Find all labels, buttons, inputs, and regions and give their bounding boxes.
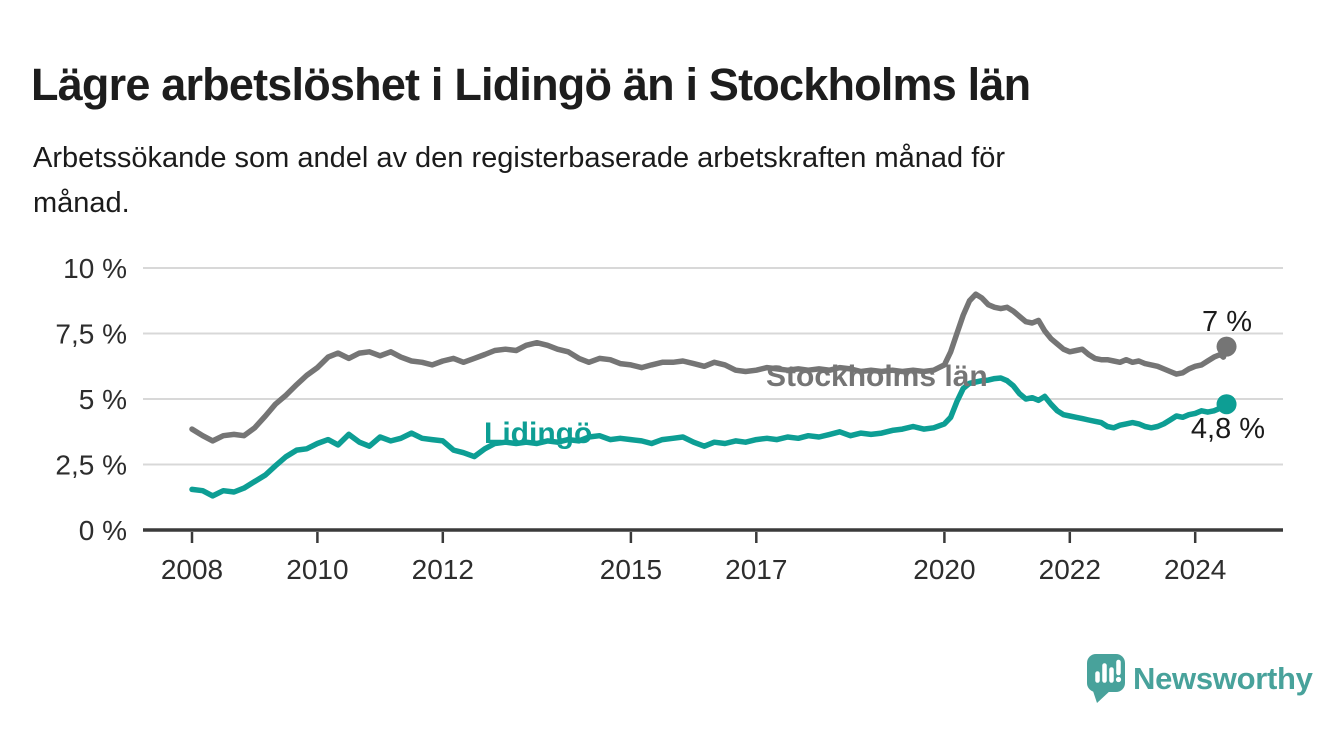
x-tick-label: 2022 bbox=[1039, 554, 1101, 585]
subtitle-line-1: Arbetssökande som andel av den registerb… bbox=[33, 142, 1006, 174]
series-line-1 bbox=[189, 375, 1230, 499]
series-line-0 bbox=[189, 291, 1230, 444]
series-label-lidingo: Lidingö bbox=[484, 417, 593, 450]
y-tick-label: 5 % bbox=[79, 384, 127, 415]
x-tick-label: 2015 bbox=[600, 554, 662, 585]
series-end-dot-0 bbox=[1216, 336, 1237, 357]
latest-value-label-stockholms-lan: 7 % bbox=[1202, 306, 1252, 338]
x-tick-label: 2010 bbox=[286, 554, 348, 585]
newsworthy-wordmark: Newsworthy bbox=[1133, 661, 1313, 696]
y-tick-label: 7,5 % bbox=[55, 319, 127, 350]
latest-value-label-lidingo: 4,8 % bbox=[1190, 413, 1266, 445]
x-tick-label: 2012 bbox=[412, 554, 474, 585]
series-label-stockholms-lan: Stockholms län bbox=[766, 360, 988, 393]
y-tick-label: 10 % bbox=[63, 253, 127, 284]
x-tick-label: 2020 bbox=[913, 554, 975, 585]
y-tick-label: 2,5 % bbox=[55, 450, 127, 481]
x-tick-label: 2024 bbox=[1164, 554, 1226, 585]
newsworthy-bubble-chart-icon bbox=[1087, 654, 1125, 703]
x-tick-label: 2017 bbox=[725, 554, 787, 585]
x-tick-label: 2008 bbox=[161, 554, 223, 585]
subtitle-line-2: månad. bbox=[33, 187, 130, 219]
page-title: Lägre arbetslöshet i Lidingö än i Stockh… bbox=[31, 59, 1031, 111]
y-tick-label: 0 % bbox=[79, 515, 127, 546]
chart-subtitle: Arbetssökande som andel av den registerb… bbox=[33, 136, 1313, 226]
newsworthy-logo: Newsworthy bbox=[1085, 651, 1325, 711]
series-end-dot-1 bbox=[1216, 394, 1237, 415]
